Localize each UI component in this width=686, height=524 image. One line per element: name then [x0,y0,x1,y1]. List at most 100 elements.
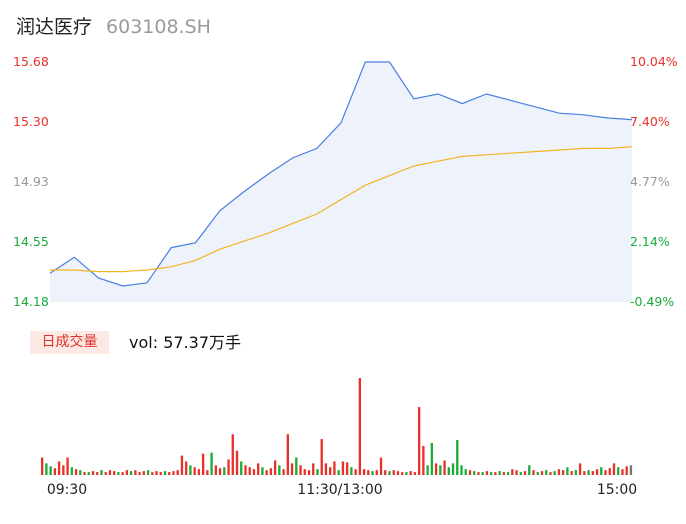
x-tick-label: 11:30/13:00 [297,482,382,498]
y-tick-left: 14.18 [13,294,49,309]
x-axis-ticks: 09:30 11:30/13:00 15:00 [47,482,637,498]
volume-bar [206,470,209,475]
volume-bar [388,471,391,475]
volume-bar [570,471,573,475]
volume-bar [125,470,129,475]
volume-bar [371,471,374,475]
volume-bar [223,467,226,475]
volume-bar [290,463,294,475]
volume-bar [426,465,429,475]
y-axis-right-ticks: 10.04% 7.40% 4.77% 2.14% -0.49% [630,54,678,309]
volume-bar [362,469,366,475]
volume-bar [519,472,522,475]
volume-bar [515,470,518,475]
volume-bar [422,445,425,475]
volume-bar [295,457,298,475]
y-axis-left-ticks: 15.68 15.30 14.93 14.55 14.18 [13,54,49,309]
x-tick-label: 15:00 [597,482,637,498]
volume-bar [168,472,171,475]
volume-bar [612,463,616,475]
volume-bar [231,434,234,475]
volume-bar [257,463,260,475]
y-tick-right: 2.14% [630,234,670,249]
volume-label: vol: [129,333,159,352]
price-line [49,61,633,287]
volume-readout: vol: 57.37万手 [129,331,241,354]
volume-bar [553,471,556,475]
volume-bar [201,453,205,475]
volume-bar [532,470,535,475]
y-tick-right: 4.77% [630,174,670,189]
volume-bar [583,471,586,475]
volume-bar [506,472,510,475]
volume-bar [312,463,315,475]
volume-bar [540,471,544,475]
volume-bar [66,457,69,475]
y-tick-right: 10.04% [630,54,678,69]
volume-bar [600,467,603,475]
volume-bar [329,467,332,475]
volume-bar [578,463,582,475]
volume-bar [587,470,590,475]
volume-bar [439,465,442,475]
volume-bar [494,472,497,475]
volume-bar [396,471,400,475]
volume-bar [367,470,370,475]
volume-bar [434,463,438,475]
volume-bar [456,440,459,475]
y-tick-left: 14.93 [13,174,49,189]
volume-bar [350,467,353,475]
volume-bar [384,470,387,475]
volume-bar [358,378,362,475]
volume-bar [392,470,395,475]
volume-bar [604,470,607,475]
volume-bar [629,465,633,475]
volume-bar [511,469,514,475]
volume-bar [430,442,434,475]
stock-header: 润达医疗 603108.SH [16,12,211,40]
volume-bar [278,465,281,475]
volume-bar [83,472,86,475]
volume-bar [87,472,90,475]
volume-bar [261,467,264,475]
volume-bar [117,472,120,475]
volume-bar [163,471,167,475]
volume-bar [464,469,467,475]
volume-bar [557,469,561,475]
volume-bar [193,467,196,475]
volume-bars [41,378,633,475]
volume-bar [307,470,311,475]
volume-bar [502,472,506,475]
volume-bar [413,472,417,475]
volume-bar [172,471,175,475]
stock-code: 603108.SH [106,16,211,38]
volume-bar [146,470,150,475]
volume-bar [155,471,158,475]
volume-bar [91,471,95,475]
volume-bar [227,459,230,475]
volume-bar [96,472,99,475]
volume-bar [265,470,268,475]
volume-bar [591,471,594,475]
volume-bar [316,469,319,475]
daily-volume-badge: 日成交量 [30,331,109,354]
volume-bar [481,472,484,475]
volume-bar [273,460,277,475]
volume-bar [74,469,78,475]
volume-bar [79,470,82,475]
volume-bar [324,463,328,475]
y-tick-left: 15.68 [13,54,49,69]
volume-bar [489,472,493,475]
volume-bar [379,457,383,475]
volume-bar [49,466,52,475]
volume-bar [549,472,552,475]
volume-bar [129,471,133,475]
volume-value: 57.37万手 [163,333,241,352]
volume-bar [41,457,44,475]
volume-bar [57,461,61,475]
volume-bar [375,470,378,475]
volume-bar [528,465,531,475]
volume-bar [345,462,349,475]
volume-bar [409,471,412,475]
